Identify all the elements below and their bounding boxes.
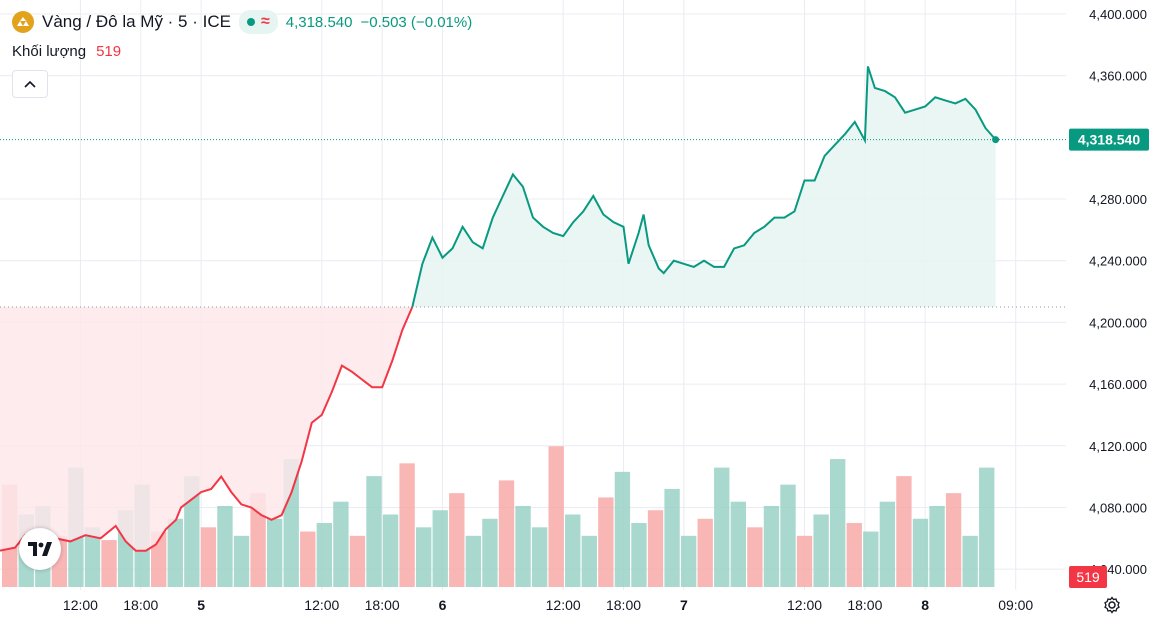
current-price-tag bbox=[1069, 128, 1149, 151]
volume-bar bbox=[432, 510, 448, 587]
volume-bar bbox=[416, 527, 432, 587]
volume-bar bbox=[598, 497, 614, 587]
volume-bar bbox=[250, 493, 266, 587]
gold-coin-icon bbox=[12, 11, 34, 33]
volume-bar bbox=[333, 501, 349, 587]
x-tick-label: 12:00 bbox=[787, 597, 822, 613]
price-change: −0.503 (−0.01%) bbox=[360, 13, 473, 31]
volume-bar bbox=[896, 476, 912, 587]
y-tick-label: 4,160.000 bbox=[1089, 377, 1147, 392]
volume-bar bbox=[796, 535, 813, 587]
volume-bar bbox=[614, 471, 631, 587]
volume-label[interactable]: Khối lượng bbox=[12, 43, 87, 60]
volume-bar bbox=[912, 518, 929, 587]
x-tick-label: 18:00 bbox=[606, 597, 641, 613]
x-tick-label: 7 bbox=[680, 597, 688, 613]
symbol-title[interactable]: Vàng / Đô la Mỹ · 5 · ICE bbox=[42, 12, 231, 31]
volume-bar bbox=[548, 446, 564, 587]
x-tick-label: 18:00 bbox=[847, 597, 882, 613]
volume-bar bbox=[84, 527, 101, 587]
x-tick-label: 12:00 bbox=[304, 597, 339, 613]
volume-bar bbox=[680, 535, 697, 587]
settings-gear-icon[interactable] bbox=[1101, 594, 1123, 616]
volume-bar bbox=[101, 540, 117, 587]
price-line-up bbox=[411, 66, 997, 308]
volume-bar bbox=[565, 514, 581, 587]
up-area-fill bbox=[412, 66, 996, 308]
volume-legend: Khối lượng 519 bbox=[12, 43, 121, 60]
x-tick-label: 12:00 bbox=[546, 597, 581, 613]
volume-bar bbox=[647, 510, 664, 587]
volume-bar bbox=[482, 518, 498, 587]
volume-bar bbox=[465, 535, 482, 587]
volume-bar bbox=[714, 467, 730, 587]
volume-bar bbox=[780, 484, 796, 587]
volume-bar bbox=[846, 523, 862, 587]
x-tick-label: 09:00 bbox=[998, 597, 1033, 613]
volume-bar bbox=[515, 505, 531, 587]
y-tick-label: 4,360.000 bbox=[1089, 69, 1147, 84]
down-area-fill bbox=[0, 307, 413, 551]
volume-bar bbox=[631, 523, 647, 587]
x-tick-label: 18:00 bbox=[365, 597, 400, 613]
y-tick-label: 4,280.000 bbox=[1089, 192, 1147, 207]
volume-bar bbox=[233, 535, 250, 587]
volume-bar bbox=[962, 535, 978, 587]
volume-bar bbox=[266, 518, 283, 587]
volume-bar bbox=[217, 505, 233, 587]
last-price: 4,318.540 bbox=[285, 13, 353, 31]
y-tick-label: 4,200.000 bbox=[1089, 315, 1147, 330]
volume-bar bbox=[531, 527, 548, 587]
tradingview-logo-icon[interactable] bbox=[19, 528, 61, 570]
volume-bar bbox=[167, 518, 183, 587]
collapse-legend-button[interactable] bbox=[12, 70, 48, 98]
volume-bar bbox=[382, 514, 399, 587]
x-tick-label: 5 bbox=[197, 597, 205, 613]
volume-bar bbox=[349, 535, 366, 587]
market-open-dot-icon bbox=[246, 18, 255, 26]
volume-bar bbox=[366, 476, 382, 587]
volume-bar bbox=[200, 527, 217, 587]
volume-bar bbox=[697, 518, 713, 587]
current-price-dot bbox=[992, 136, 1000, 144]
x-tick-label: 6 bbox=[439, 597, 447, 613]
volume-bar bbox=[730, 501, 747, 587]
volume-bar bbox=[300, 531, 316, 587]
volume-bar bbox=[945, 493, 962, 587]
volume-bar bbox=[863, 531, 879, 587]
x-tick-label: 8 bbox=[921, 597, 929, 613]
volume-tag bbox=[1069, 566, 1107, 588]
volume-value: 519 bbox=[96, 43, 122, 60]
chevron-up-icon bbox=[24, 80, 36, 88]
volume-bar bbox=[664, 488, 680, 587]
volume-bar bbox=[830, 459, 846, 587]
y-tick-label: 4,240.000 bbox=[1089, 254, 1147, 269]
volume-bar bbox=[498, 480, 515, 587]
volume-bar bbox=[929, 505, 945, 587]
volume-bar bbox=[979, 467, 995, 587]
volume-bar bbox=[747, 527, 763, 587]
volume-bar bbox=[879, 501, 896, 587]
current-price-tag-label: 4,318.540 bbox=[1078, 132, 1140, 148]
y-tick-label: 4,400.000 bbox=[1089, 7, 1147, 22]
market-status-badge[interactable]: ≈ bbox=[238, 10, 278, 34]
symbol-legend: Vàng / Đô la Mỹ · 5 · ICE ≈ 4,318.540 −0… bbox=[12, 10, 472, 34]
volume-bar bbox=[184, 476, 200, 587]
volume-bar bbox=[763, 505, 780, 587]
volume-bar bbox=[449, 493, 465, 587]
price-line-down bbox=[0, 306, 414, 552]
y-tick-label: 4,120.000 bbox=[1089, 439, 1147, 454]
delayed-data-icon: ≈ bbox=[260, 13, 270, 30]
x-tick-label: 18:00 bbox=[123, 597, 158, 613]
x-tick-label: 12:00 bbox=[63, 597, 98, 613]
volume-tag-label: 519 bbox=[1076, 569, 1100, 585]
volume-bar bbox=[399, 463, 415, 587]
y-tick-label: 4,080.000 bbox=[1089, 500, 1147, 515]
volume-bar bbox=[813, 514, 829, 587]
volume-bar bbox=[581, 535, 597, 587]
volume-bar bbox=[316, 523, 333, 587]
